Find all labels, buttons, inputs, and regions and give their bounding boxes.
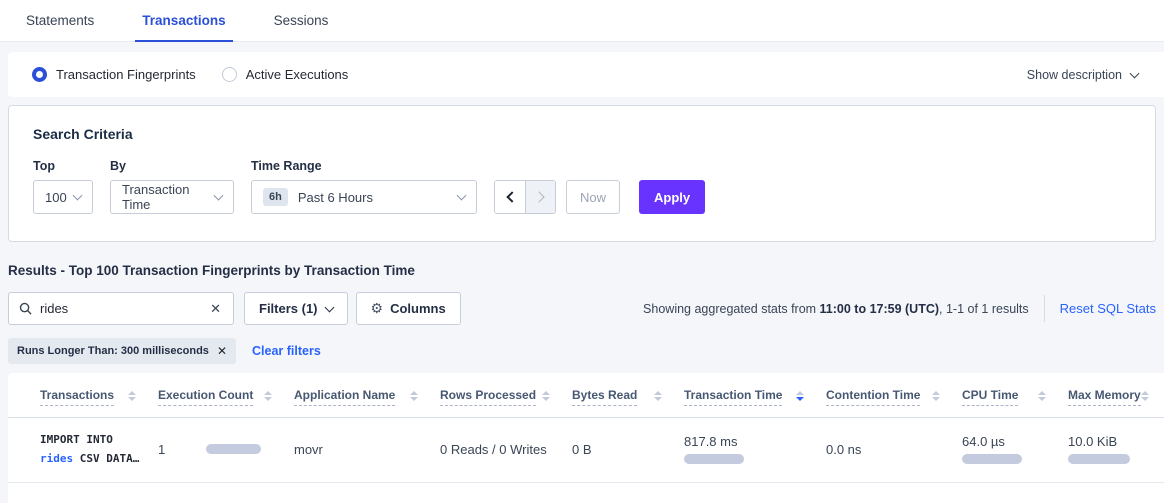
by-label: By — [110, 159, 126, 173]
stats-time-range: 11:00 to 17:59 (UTC) — [819, 301, 940, 316]
time-window-stepper — [494, 180, 556, 214]
radio-selected-icon — [32, 67, 47, 82]
tab-statements[interactable]: Statements — [26, 13, 95, 28]
tab-transactions[interactable]: Transactions — [135, 13, 233, 42]
search-box: ✕ — [8, 292, 234, 325]
transaction-fingerprint-link[interactable]: IMPORT INTO rides CSV DATA… — [40, 433, 140, 466]
sql-table-name: rides — [40, 452, 74, 466]
reset-sql-stats-link[interactable]: Reset SQL Stats — [1059, 301, 1156, 316]
max-memory-bar — [1068, 454, 1130, 465]
cpu-time-cell: 64.0 µs — [962, 434, 1068, 465]
table-header-row: Transactions Execution Count Application… — [8, 373, 1164, 418]
time-range-badge: 6h — [263, 188, 288, 206]
aggregated-stats-text: Showing aggregated stats from 11:00 to 1… — [643, 301, 1029, 316]
column-header-rows-processed[interactable]: Rows Processed — [440, 388, 572, 406]
chevron-down-icon — [72, 190, 83, 201]
time-range-field: Time Range 6h Past 6 Hours — [251, 159, 477, 214]
column-header-cpu-time[interactable]: CPU Time — [962, 388, 1068, 406]
gear-icon: ⚙ — [370, 300, 384, 316]
radio-unselected-icon — [221, 67, 237, 82]
next-time-window-button[interactable] — [525, 181, 555, 213]
now-button[interactable]: Now — [566, 180, 621, 214]
top-select[interactable]: 100 — [33, 180, 93, 214]
radio-transaction-fingerprints[interactable]: Transaction Fingerprints — [32, 67, 196, 82]
results-table: Transactions Execution Count Application… — [8, 373, 1164, 503]
column-header-application-name[interactable]: Application Name — [294, 388, 440, 406]
columns-button-label: Columns — [390, 301, 446, 316]
clear-search-icon[interactable]: ✕ — [210, 300, 221, 316]
sort-icon — [1038, 388, 1046, 401]
by-field: By Transaction Time — [110, 159, 234, 214]
chevron-right-icon — [533, 191, 545, 203]
column-header-execution-count[interactable]: Execution Count — [158, 388, 294, 406]
filter-chip[interactable]: Runs Longer Than: 300 milliseconds ✕ — [8, 338, 236, 364]
column-header-bytes-read[interactable]: Bytes Read — [572, 388, 684, 406]
vertical-divider — [1043, 295, 1045, 322]
time-range-value: Past 6 Hours — [297, 189, 373, 205]
radio-label: Active Executions — [245, 67, 349, 82]
tab-bar: Statements Transactions Sessions — [0, 0, 1164, 42]
time-range-label: Time Range — [251, 159, 322, 173]
show-description-toggle[interactable]: Show description — [1026, 67, 1140, 82]
cpu-time-bar — [962, 454, 1022, 465]
execution-count-bar — [206, 444, 262, 455]
filters-button-label: Filters (1) — [259, 301, 318, 316]
search-icon — [19, 302, 32, 315]
column-header-contention-time[interactable]: Contention Time — [826, 388, 962, 406]
columns-button[interactable]: ⚙ Columns — [355, 292, 461, 325]
clear-filters-link[interactable]: Clear filters — [252, 344, 321, 358]
table-row: IMPORT INTO rides CSV DATA… 1 movr 0 Rea… — [8, 418, 1164, 483]
top-select-value: 100 — [45, 189, 67, 205]
sort-icon — [654, 388, 662, 401]
apply-button[interactable]: Apply — [639, 180, 706, 214]
radio-active-executions[interactable]: Active Executions — [221, 67, 349, 82]
search-criteria-panel: Search Criteria Top 100 By Transaction T… — [8, 105, 1156, 242]
show-description-label: Show description — [1026, 67, 1122, 82]
chevron-left-icon — [505, 191, 518, 203]
column-header-transaction-time[interactable]: Transaction Time — [684, 388, 826, 406]
by-select-value: Transaction Time — [122, 182, 190, 212]
active-filters-row: Runs Longer Than: 300 milliseconds ✕ Cle… — [8, 338, 1156, 364]
top-label: Top — [33, 159, 55, 173]
transaction-time-cell: 817.8 ms — [684, 434, 826, 465]
tab-sessions[interactable]: Sessions — [273, 13, 329, 28]
column-header-max-memory[interactable]: Max Memory — [1068, 388, 1164, 406]
search-criteria-form: Top 100 By Transaction Time Time Range 6… — [33, 159, 1131, 214]
contention-time-cell: 0.0 ns — [826, 441, 862, 457]
bytes-read-cell: 0 B — [572, 441, 592, 457]
sort-icon — [410, 388, 418, 401]
radio-label: Transaction Fingerprints — [56, 67, 196, 82]
rows-processed-cell: 0 Reads / 0 Writes — [440, 441, 547, 457]
sort-icon — [932, 388, 940, 401]
filters-button[interactable]: Filters (1) — [244, 292, 348, 325]
results-toolbar: ✕ Filters (1) ⚙ Columns Showing aggregat… — [8, 292, 1156, 325]
search-criteria-title: Search Criteria — [33, 126, 133, 142]
sort-icon — [264, 388, 272, 401]
application-name-cell: movr — [294, 441, 323, 457]
sort-icon — [542, 388, 550, 401]
sort-icon — [128, 388, 136, 401]
chevron-down-icon — [456, 190, 467, 201]
time-range-select[interactable]: 6h Past 6 Hours — [251, 180, 477, 214]
transaction-time-bar — [684, 454, 744, 465]
max-memory-cell: 10.0 KiB — [1068, 434, 1156, 465]
column-header-transactions[interactable]: Transactions — [40, 388, 158, 406]
sort-icon — [1140, 388, 1149, 401]
chevron-down-icon — [1129, 68, 1140, 78]
top-field: Top 100 — [33, 159, 93, 214]
results-title: Results - Top 100 Transaction Fingerprin… — [8, 263, 415, 278]
previous-time-window-button[interactable] — [495, 181, 525, 213]
chevron-down-icon — [324, 302, 334, 312]
search-input[interactable] — [40, 301, 209, 316]
sort-icon — [796, 388, 804, 401]
remove-filter-icon[interactable]: ✕ — [216, 344, 227, 358]
view-mode-panel: Transaction Fingerprints Active Executio… — [8, 52, 1164, 97]
execution-count-cell: 1 — [158, 442, 294, 457]
filter-chip-label: Runs Longer Than: 300 milliseconds — [17, 345, 209, 357]
by-select[interactable]: Transaction Time — [110, 180, 234, 214]
